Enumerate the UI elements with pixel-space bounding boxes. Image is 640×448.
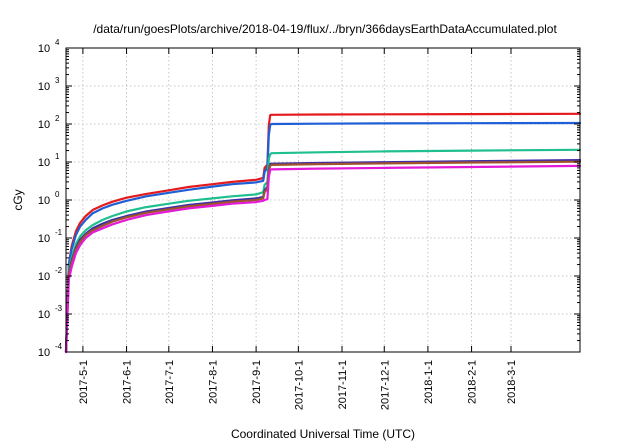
x-tick-label: 2018-2-1 [467, 360, 479, 404]
y-tick-label: 10 [38, 81, 50, 93]
x-axis-label: Coordinated Universal Time (UTC) [231, 427, 415, 441]
x-tick-label: 2018-3-1 [506, 360, 518, 404]
y-tick-label: 10 [38, 271, 50, 283]
x-tick-label: 2017-5-1 [78, 360, 90, 404]
y-tick-exponent: -1 [55, 228, 63, 237]
series-line-6 [64, 164, 582, 354]
series-line-1 [64, 112, 582, 354]
series-line-2 [64, 121, 582, 354]
y-tick-label: 10 [38, 309, 50, 321]
grid [66, 48, 580, 352]
y-tick-exponent: -4 [55, 342, 63, 351]
series-line-5 [64, 160, 582, 354]
x-tick-label: 2017-11-1 [337, 360, 349, 409]
y-tick-exponent: 0 [55, 190, 60, 199]
y-tick-label: 10 [38, 233, 50, 245]
y-tick-exponent: -3 [55, 304, 63, 313]
y-axis-label: cGy [11, 189, 25, 210]
y-tick-label: 10 [38, 195, 50, 207]
y-tick-exponent: 2 [55, 114, 60, 123]
y-tick-exponent: 4 [55, 38, 60, 47]
chart-title: /data/run/goesPlots/archive/2018-04-19/f… [93, 22, 557, 36]
y-tick-label: 10 [38, 157, 50, 169]
series-group [64, 112, 582, 354]
x-tick-label: 2017-10-1 [293, 360, 305, 410]
axis-ticks [66, 47, 580, 353]
x-tick-label: 2017-6-1 [122, 360, 134, 404]
x-axis-tick-labels: 2017-5-1 2017-6-1 2017-7-1 2017-8-1 2017-9-1… [78, 360, 518, 410]
y-tick-exponent: 3 [55, 76, 60, 85]
y-axis-tick-labels: 10 -4 10 -3 10 -2 10 -1 10 0 10 1 10 2 10 3 10 4 [38, 38, 63, 359]
y-tick-exponent: -2 [55, 266, 63, 275]
series-line-3 [64, 148, 582, 354]
x-tick-label: 2017-8-1 [207, 360, 219, 404]
y-tick-exponent: 1 [55, 152, 60, 161]
x-tick-label: 2017-9-1 [251, 360, 263, 404]
x-tick-label: 2018-1-1 [423, 360, 435, 404]
x-tick-label: 2017-7-1 [164, 360, 176, 404]
y-tick-label: 10 [38, 347, 50, 359]
x-tick-label: 2017-12-1 [379, 360, 391, 410]
y-tick-label: 10 [38, 43, 50, 55]
y-tick-label: 10 [38, 119, 50, 131]
series-line-4 [64, 159, 582, 354]
